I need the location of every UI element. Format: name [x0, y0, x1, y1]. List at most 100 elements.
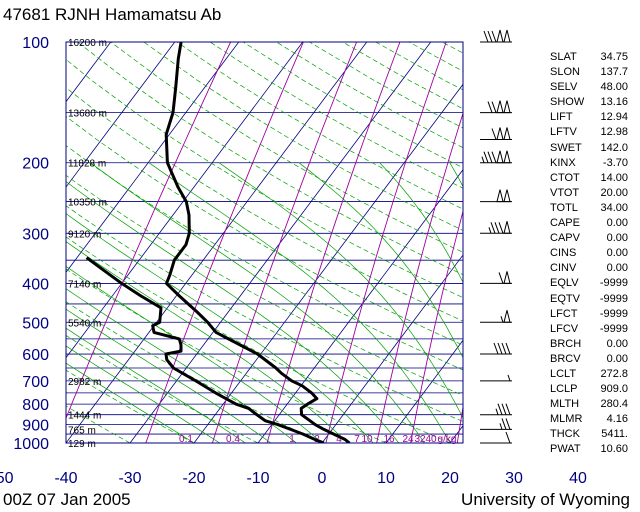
height-label: 2982 m — [68, 377, 101, 388]
index-value: 0.00 — [606, 247, 628, 260]
barb-full — [491, 101, 497, 113]
index-row: SLON 137.7 — [550, 65, 628, 80]
dry-adiabat — [66, 405, 131, 443]
pressure-tick-label: 400 — [22, 276, 49, 293]
index-row: EQTV -9999 — [550, 292, 628, 307]
index-row: THCK 5411. — [550, 427, 628, 442]
mixing-ratio-label: 10 — [361, 434, 373, 445]
mixing-ratio-label: 40 — [425, 434, 437, 445]
index-value: 10.60 — [600, 443, 628, 456]
index-label: SHOW — [550, 96, 585, 109]
isotherm — [66, 42, 176, 188]
index-value: 5411. — [601, 428, 628, 441]
index-label: EQLV — [550, 277, 579, 290]
barb-full — [487, 30, 493, 43]
wind-barbs — [480, 29, 512, 444]
isotherm — [385, 339, 463, 443]
stability-indices-panel: SLAT 34.75 SLON 137.7 SELV 48.00 SHOW 13.16 LIFT… — [550, 50, 628, 458]
index-label: CINV — [550, 262, 577, 275]
mixing-ratio-label: 16 — [383, 434, 395, 445]
wind-barb — [480, 100, 512, 114]
barb-pennant — [503, 150, 511, 164]
height-label: 16200 m — [68, 38, 107, 49]
moist-adiabat — [298, 162, 463, 359]
barb-pennant — [496, 127, 504, 140]
moist-adiabat — [90, 162, 425, 443]
wind-barb — [480, 150, 512, 164]
isotherm — [257, 168, 463, 443]
mixing-ratio-line — [376, 111, 463, 443]
temperature-tick-label: 20 — [441, 470, 459, 487]
index-row: LIFT 12.94 — [550, 110, 628, 125]
mixing-ratio-label: 32 — [414, 434, 426, 445]
moist-adiabat — [66, 362, 195, 443]
observation-time: 00Z 07 Jan 2005 — [3, 490, 131, 509]
wind-barb — [480, 271, 512, 284]
index-label: MLMR — [550, 413, 583, 426]
pressure-tick-label: 800 — [22, 397, 49, 414]
dry-adiabat — [66, 369, 195, 443]
isotherm — [66, 42, 240, 273]
height-label: 11828 m — [68, 159, 106, 170]
index-row: MLMR 4.16 — [550, 412, 628, 427]
wind-barb — [480, 189, 512, 203]
mixing-ratio-line — [211, 42, 358, 443]
mixing-ratio-line — [456, 404, 463, 443]
index-value: 34.00 — [600, 201, 628, 214]
wind-barb — [480, 342, 512, 355]
index-label: CINS — [550, 247, 577, 260]
barb-full — [490, 222, 496, 234]
dry-adiabat — [66, 268, 387, 443]
barb-half — [481, 156, 485, 163]
barb-full — [501, 342, 507, 355]
barb-pennant — [503, 271, 511, 284]
wind-barb — [480, 127, 512, 140]
index-value: 0.00 — [606, 217, 628, 230]
index-value: 0.00 — [606, 232, 628, 245]
index-row: SLAT 34.75 — [550, 50, 628, 65]
temperature-tick-label: -30 — [118, 470, 141, 487]
dry-adiabat — [66, 236, 451, 443]
index-value: 280.4 — [600, 398, 628, 411]
barb-full — [501, 418, 507, 430]
index-row: PWAT 10.60 — [550, 442, 628, 457]
index-value: 13.16 — [600, 96, 628, 109]
barb-full — [498, 222, 504, 234]
pressure-tick-label: 200 — [22, 156, 49, 173]
barb-full — [498, 272, 504, 284]
barb-pennant — [503, 100, 511, 114]
index-label: LCLP — [550, 383, 578, 396]
height-label: 129 m — [68, 439, 96, 450]
index-row: TOTL 34.00 — [550, 201, 628, 216]
barb-full — [505, 431, 511, 444]
index-value: -9999 — [599, 307, 628, 320]
index-row: CINS 0.00 — [550, 246, 628, 261]
index-value: 0.00 — [606, 337, 628, 350]
moist-adiabat — [66, 345, 220, 443]
temperature-tick-label: 30 — [505, 470, 523, 487]
barb-pennant — [496, 189, 504, 203]
index-row: CTOT 14.00 — [550, 171, 628, 186]
index-row: CINV 0.00 — [550, 261, 628, 276]
index-label: CAPE — [550, 217, 580, 230]
index-label: LIFT — [550, 111, 573, 124]
barb-half — [495, 408, 499, 415]
dry-adiabat — [77, 42, 463, 276]
mixing-ratio-label: 1 — [289, 434, 295, 445]
barb-full — [491, 30, 497, 43]
index-row: SELV 48.00 — [550, 80, 628, 95]
index-row: BRCH 0.00 — [550, 337, 628, 352]
height-label: 10350 m — [68, 198, 107, 209]
index-value: 48.00 — [600, 81, 628, 94]
isotherm — [193, 83, 463, 443]
barb-half — [507, 374, 511, 382]
index-value: 34.75 — [600, 51, 628, 63]
dry-adiabat — [143, 42, 463, 231]
barb-full — [483, 30, 489, 43]
index-value: -9999 — [599, 292, 628, 305]
index-value: 137.7 — [600, 66, 628, 79]
index-row: CAPE 0.00 — [550, 216, 628, 231]
wind-barb — [480, 418, 512, 430]
mixing-ratio-label: 4 — [336, 434, 342, 445]
